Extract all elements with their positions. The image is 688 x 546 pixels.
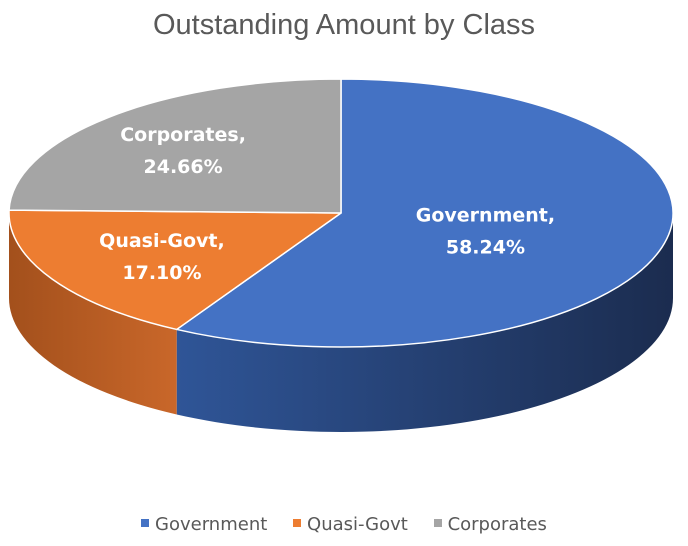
pie-slices <box>8 78 674 348</box>
legend-swatch-government <box>141 519 150 527</box>
pie-slice-government <box>175 78 674 348</box>
pie-slice-quasi-govt <box>8 209 342 331</box>
legend-item-government: Government <box>141 514 267 535</box>
data-label-quasi-govt-value: 17.10% <box>122 262 201 284</box>
pie-side-quasi-govt <box>9 213 177 415</box>
data-label-corporates-name: Corporates, <box>120 124 246 146</box>
chart-title: Outstanding Amount by Class <box>153 9 535 41</box>
pie-depth <box>9 213 673 433</box>
data-labels: Government, 58.24% Quasi-Govt, 17.10% Corpor… <box>99 124 555 284</box>
legend: Government Quasi-Govt Corporates <box>0 514 688 535</box>
legend-item-corporates: Corporates <box>433 514 547 535</box>
legend-label-quasi-govt: Quasi-Govt <box>307 514 408 535</box>
pie-side-government <box>176 213 673 433</box>
data-label-corporates-value: 24.66% <box>144 156 223 178</box>
data-label-government-name: Government, <box>416 204 555 226</box>
pie-slice-corporates <box>8 78 342 214</box>
legend-swatch-quasi-govt <box>293 519 302 527</box>
legend-label-government: Government <box>155 514 268 535</box>
data-label-government-value: 58.24% <box>446 236 525 258</box>
legend-item-quasi-govt: Quasi-Govt <box>293 514 408 535</box>
data-label-quasi-govt-name: Quasi-Govt, <box>99 230 225 252</box>
legend-swatch-corporates <box>433 519 442 527</box>
legend-label-corporates: Corporates <box>447 514 547 535</box>
